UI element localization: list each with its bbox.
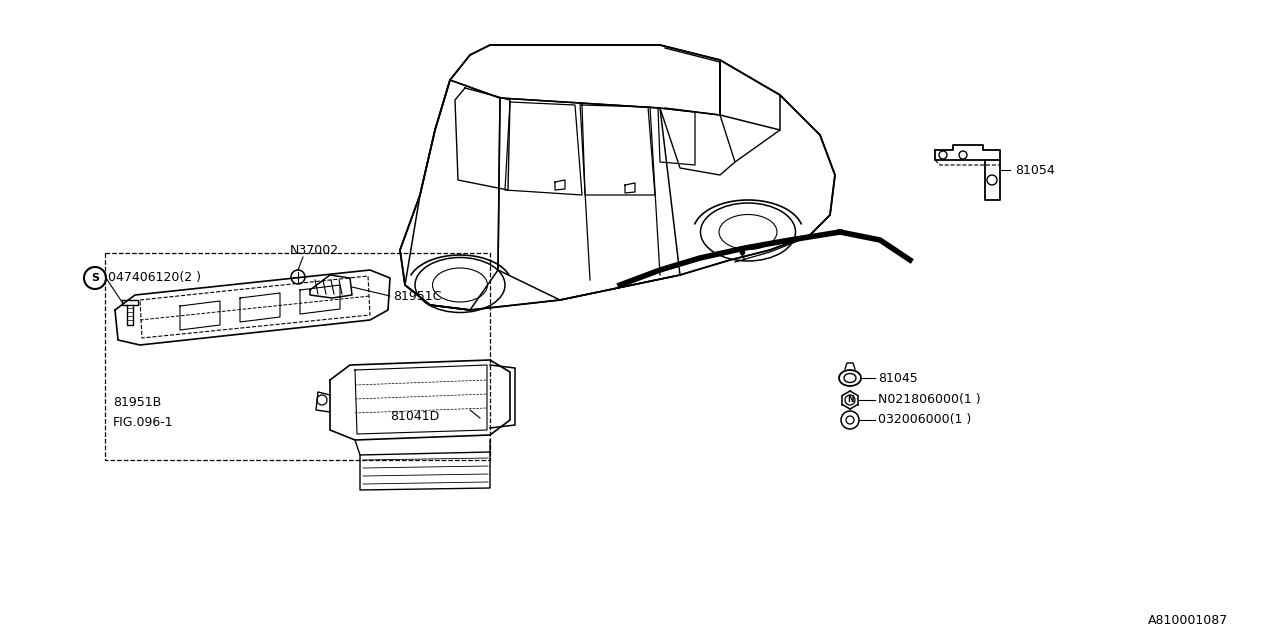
Text: 81045: 81045 — [878, 371, 918, 385]
Text: N37002: N37002 — [291, 243, 339, 257]
Text: A810001087: A810001087 — [1148, 614, 1229, 627]
Text: 81041D: 81041D — [390, 410, 439, 422]
Text: 81951C: 81951C — [393, 289, 442, 303]
Text: N: N — [847, 396, 854, 404]
Text: FIG.096-1: FIG.096-1 — [113, 415, 174, 429]
Text: N021806000(1 ): N021806000(1 ) — [878, 394, 980, 406]
Text: 81951B: 81951B — [113, 397, 161, 410]
Text: 032006000(1 ): 032006000(1 ) — [878, 413, 972, 426]
Text: 81054: 81054 — [1015, 163, 1055, 177]
Text: S: S — [91, 273, 99, 283]
Text: 047406120(2 ): 047406120(2 ) — [108, 271, 201, 285]
